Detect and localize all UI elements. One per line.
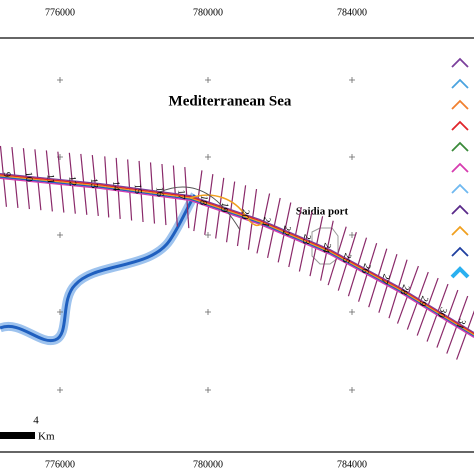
legend-symbol: [450, 266, 470, 279]
x-tick-label-top: 780000: [193, 7, 223, 18]
shoreline: [0, 174, 474, 335]
transect-label: 12: [66, 176, 78, 187]
transect-label: 18: [197, 194, 209, 206]
transect-label: 20: [239, 209, 251, 221]
transect-label: 17: [175, 189, 186, 199]
grid-cross: [205, 77, 211, 83]
grid-cross: [205, 309, 211, 315]
transect-label: 23: [300, 233, 313, 245]
port-label: Saidia port: [296, 206, 349, 218]
transect-label: 15: [132, 184, 143, 194]
transect-label: 9: [1, 172, 12, 178]
grid-cross: [57, 309, 63, 315]
transect-label: 14: [110, 181, 121, 191]
scale-unit: Km: [38, 431, 55, 443]
legend-symbol: [451, 78, 469, 89]
map-frame: [0, 37, 474, 453]
x-tick-label-bottom: 780000: [193, 459, 223, 470]
transect-label: 11: [44, 174, 56, 184]
grid-cross: [349, 309, 355, 315]
transect-label: 10: [22, 171, 34, 182]
transect-label: 25: [340, 252, 354, 265]
transect-label: 21: [259, 216, 272, 228]
legend-symbol: [451, 120, 469, 131]
grid-cross: [57, 77, 63, 83]
legend-symbol: [451, 57, 469, 68]
sea-label: Mediterranean Sea: [169, 93, 292, 109]
river: [0, 194, 197, 343]
shoreline-1990: [159, 186, 241, 231]
shoreline: [0, 172, 474, 334]
transect-label: 26: [359, 262, 373, 275]
transect-label: 13: [88, 178, 100, 189]
shoreline: [0, 176, 474, 337]
grid-cross: [57, 232, 63, 238]
legend-symbol: [451, 99, 469, 110]
transect-label: 29: [416, 294, 430, 307]
legend-symbol: [451, 141, 469, 152]
legend-symbol: [451, 183, 469, 194]
grid-cross: [205, 232, 211, 238]
legend-symbol: [451, 246, 469, 257]
transect-label: 24: [320, 242, 333, 254]
transect-label: 19: [218, 201, 230, 213]
grid-cross: [349, 77, 355, 83]
scale-bar: [0, 432, 35, 439]
grid-cross: [349, 154, 355, 160]
legend-symbol: [451, 225, 469, 236]
scale-value: 4: [33, 415, 39, 427]
x-tick-label-top: 784000: [337, 7, 367, 18]
grid-cross: [205, 387, 211, 393]
transect-label: 30: [435, 306, 449, 319]
grid-cross: [57, 387, 63, 393]
transect-label: 31: [454, 317, 468, 330]
legend-symbol: [451, 162, 469, 173]
grid-cross: [205, 154, 211, 160]
transect-label: 28: [397, 283, 411, 296]
transect-label: 16: [154, 187, 165, 197]
legend-symbol: [451, 204, 469, 215]
x-tick-label-top: 776000: [45, 7, 75, 18]
transect-label: 22: [279, 224, 292, 236]
transect-label: 27: [378, 272, 392, 285]
x-tick-label-bottom: 776000: [45, 459, 75, 470]
grid-cross: [349, 387, 355, 393]
grid-cross: [349, 232, 355, 238]
x-tick-label-bottom: 784000: [337, 459, 367, 470]
shoreline: [0, 175, 474, 336]
